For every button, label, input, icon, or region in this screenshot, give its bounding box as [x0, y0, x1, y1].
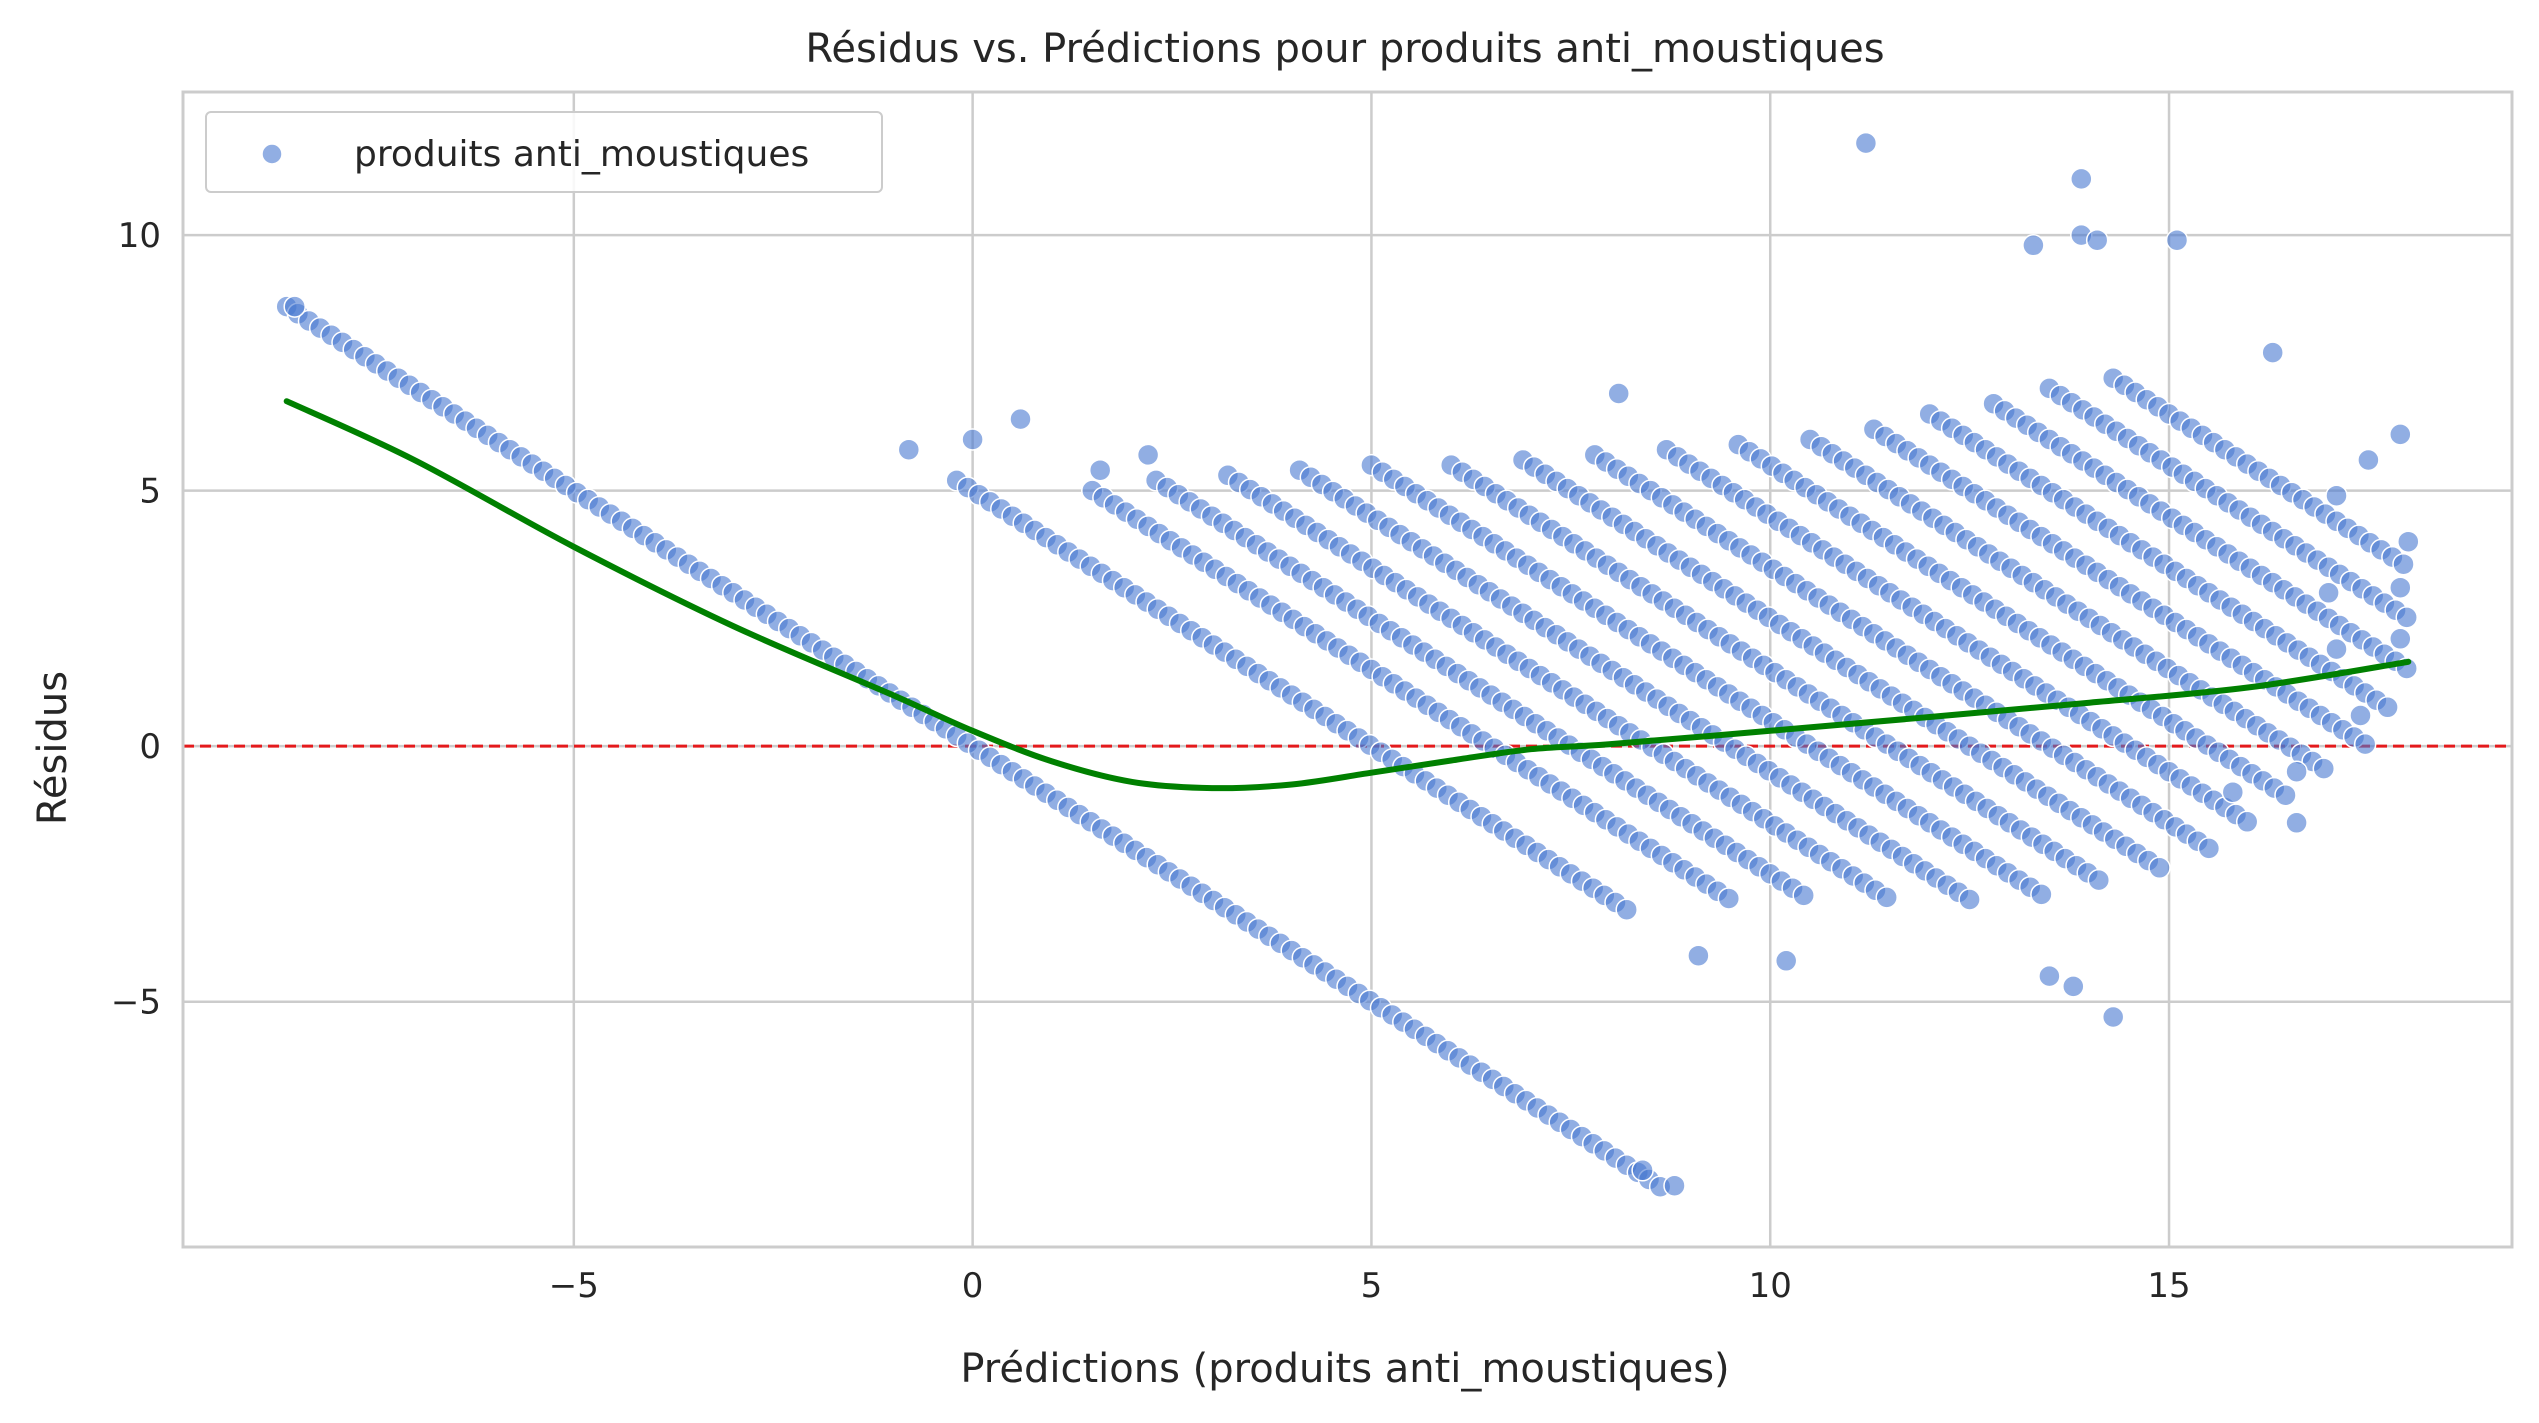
scatter-point [2389, 576, 2412, 599]
scatter-point [1615, 898, 1638, 921]
legend-marker [261, 143, 283, 165]
scatter-point [2197, 837, 2221, 860]
scatter-point [1774, 949, 1798, 973]
scatter-point [1088, 458, 1112, 482]
legend: produits anti_moustiques [205, 111, 883, 193]
scatter-point [2389, 627, 2412, 651]
y-tick-label: 5 [139, 472, 161, 512]
scatter-point [2221, 780, 2245, 804]
scatter-point [1958, 888, 1981, 911]
scatter-point [2349, 704, 2372, 727]
scatter-point [1687, 944, 1710, 967]
scatter-point [2325, 484, 2348, 507]
scatter-point [2395, 606, 2418, 629]
scatter-point [1009, 407, 1032, 431]
scatter-point [2357, 448, 2380, 472]
scatter-point [2389, 423, 2412, 446]
scatter-point [2274, 783, 2297, 807]
scatter-point [961, 428, 984, 451]
scatter-point [2165, 228, 2189, 252]
scatter-point [2085, 228, 2109, 252]
scatter-point [2070, 167, 2093, 191]
x-tick-label: 5 [1361, 1266, 1383, 1306]
x-tick-label: 0 [962, 1266, 984, 1306]
scatter-point [2087, 868, 2111, 892]
x-axis-label: Prédictions (produits anti_moustiques) [960, 1346, 1729, 1392]
legend-box [205, 111, 883, 193]
scatter-point [2392, 552, 2415, 576]
scatter-point [2325, 637, 2348, 661]
scatter-point [2285, 811, 2308, 835]
scatter-point [2261, 341, 2284, 364]
x-tick-label: 15 [2147, 1266, 2190, 1306]
scatter-point [1631, 1159, 1654, 1182]
y-tick-label: 0 [139, 727, 161, 767]
scatter-point [283, 295, 306, 318]
scatter-point [2235, 810, 2259, 834]
scatter-point [1607, 382, 1630, 405]
trend-line-layer [283, 398, 2412, 792]
y-tick-label: −5 [111, 983, 161, 1023]
scatter-point [1854, 131, 1878, 155]
scatter-point [2317, 581, 2340, 605]
scatter-point [1717, 887, 1741, 910]
scatter-point [2353, 732, 2377, 756]
x-tick-label: 10 [1749, 1266, 1792, 1306]
y-axis-label: Résidus [30, 671, 76, 825]
chart-title: Résidus vs. Prédictions pour produits an… [805, 26, 1884, 72]
scatter-point [2148, 856, 2171, 880]
scatter-point [2038, 964, 2061, 988]
y-tick-label: 10 [118, 216, 161, 256]
scatter-point [2101, 1005, 2125, 1029]
scatter-point [1792, 884, 1815, 907]
scatter-point [1136, 443, 1160, 467]
x-tick-label: −5 [549, 1266, 599, 1306]
scatter-point [2285, 760, 2308, 783]
plot-frame [181, 90, 2514, 1249]
scatter-point [1875, 886, 1898, 909]
trend-line [283, 398, 2412, 792]
scatter-point [2376, 696, 2399, 719]
scatter-point [2397, 530, 2420, 553]
scatter-point [2312, 757, 2336, 780]
scatter-point [897, 438, 921, 461]
scatter-point [1663, 1174, 1686, 1197]
scatter-point [2030, 883, 2053, 906]
tick-labels: −5 0 5 10 15 −5 0 5 10 [111, 216, 2191, 1306]
scatter-point [2062, 975, 2085, 998]
scatter-point [2022, 234, 2045, 257]
legend-entry-label: produits anti_moustiques [354, 134, 809, 175]
